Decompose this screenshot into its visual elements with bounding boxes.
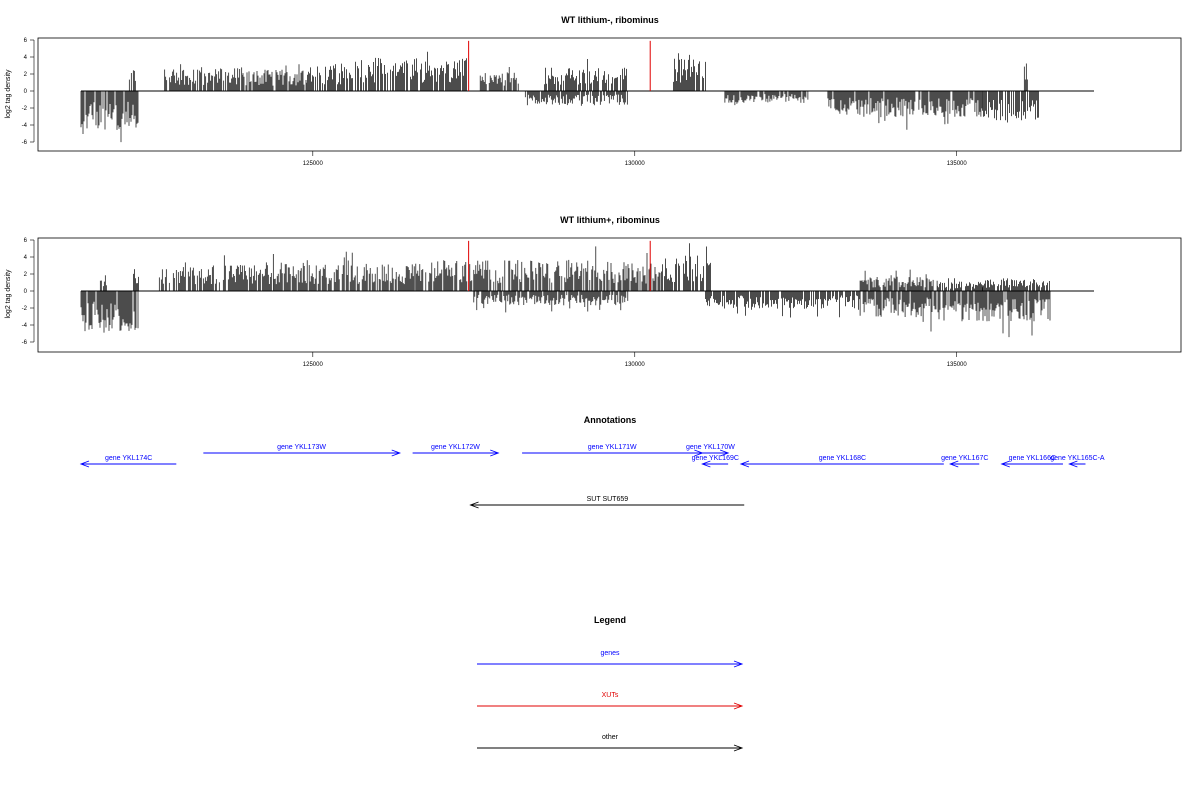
y-tick-label: 4 bbox=[24, 255, 28, 261]
gene-label: gene YKL165C-A bbox=[1050, 455, 1105, 462]
x-axis: 125000 130000 135000 bbox=[303, 352, 968, 368]
gene-arrow-head bbox=[739, 460, 750, 468]
y-axis-label: log2 tag density bbox=[5, 269, 12, 319]
y-tick-label: -2 bbox=[22, 306, 28, 312]
panel-title: WT lithium+, ribominus bbox=[560, 215, 660, 225]
gene-label: gene YKL166C bbox=[1009, 455, 1056, 462]
gene-arrow-head bbox=[719, 449, 730, 457]
gene-label: gene YKL170W bbox=[686, 444, 735, 451]
y-tick-label: 6 bbox=[24, 238, 28, 244]
panel-lithium-minus: WT lithium-, ribominus log2 tag density … bbox=[5, 15, 1182, 167]
plot-frame bbox=[37, 37, 1182, 152]
x-tick-label: 135000 bbox=[947, 362, 968, 368]
y-tick-label: 0 bbox=[24, 289, 28, 295]
y-axis: 6 4 2 0 -2 -4 -6 bbox=[22, 238, 35, 346]
x-tick-label: 135000 bbox=[947, 161, 968, 167]
panel-lithium-plus: WT lithium+, ribominus log2 tag density … bbox=[5, 215, 1182, 368]
y-tick-label: -4 bbox=[22, 323, 28, 329]
gene-arrows: gene YKL174C gene YKL173W gene YKL172W gene… bbox=[79, 444, 1105, 509]
gene-label: gene YKL173W bbox=[277, 444, 326, 451]
y-tick-label: -4 bbox=[22, 123, 28, 129]
gene-arrow-head bbox=[1068, 460, 1078, 468]
y-tick-label: -2 bbox=[22, 106, 28, 112]
y-axis-label: log2 tag density bbox=[5, 69, 12, 119]
gene-arrow-head bbox=[469, 501, 479, 509]
y-tick-label: 4 bbox=[24, 55, 28, 61]
gene-label: gene YKL167C bbox=[941, 455, 988, 462]
x-tick-label: 130000 bbox=[625, 161, 646, 167]
y-tick-label: -6 bbox=[22, 140, 28, 146]
gene-arrow-head bbox=[948, 460, 959, 468]
legend-label: genes bbox=[600, 650, 620, 657]
annotations-title: Annotations bbox=[584, 415, 637, 425]
legend-label: other bbox=[602, 734, 619, 741]
gene-arrow-head bbox=[391, 449, 402, 457]
legend-arrow-head bbox=[733, 744, 744, 752]
legend-arrow-head bbox=[733, 702, 744, 710]
y-tick-label: 0 bbox=[24, 89, 28, 95]
panel-title: WT lithium-, ribominus bbox=[561, 15, 659, 25]
density-bars bbox=[80, 240, 1094, 338]
y-tick-label: 2 bbox=[24, 72, 28, 78]
gene-label: gene YKL171W bbox=[588, 444, 637, 451]
y-tick-label: 6 bbox=[24, 38, 28, 44]
gene-label: gene YKL169C bbox=[692, 455, 739, 462]
legend-title: Legend bbox=[594, 615, 626, 625]
gene-label: SUT SUT659 bbox=[587, 496, 629, 503]
gene-label: gene YKL168C bbox=[819, 455, 866, 462]
legend-items: genes XUTs other bbox=[477, 650, 744, 752]
y-axis: 6 4 2 0 -2 -4 -6 bbox=[22, 38, 35, 146]
x-tick-label: 130000 bbox=[625, 362, 646, 368]
gene-arrow-head bbox=[701, 460, 711, 468]
legend-label: XUTs bbox=[602, 692, 619, 699]
x-tick-label: 125000 bbox=[303, 362, 324, 368]
gene-label: gene YKL172W bbox=[431, 444, 480, 451]
density-bars bbox=[80, 40, 1094, 143]
x-tick-label: 125000 bbox=[303, 161, 324, 167]
gene-label: gene YKL174C bbox=[105, 455, 152, 462]
gene-arrow-head bbox=[1000, 460, 1010, 468]
legend-arrow-head bbox=[733, 660, 744, 668]
gene-arrow-head bbox=[79, 460, 90, 468]
y-tick-label: 2 bbox=[24, 272, 28, 278]
gene-arrow-head bbox=[490, 449, 500, 457]
plot-frame bbox=[37, 237, 1182, 353]
x-axis: 125000 130000 135000 bbox=[303, 151, 968, 167]
y-tick-label: -6 bbox=[22, 340, 28, 346]
legend: Legend genes XUTs other bbox=[477, 615, 744, 752]
